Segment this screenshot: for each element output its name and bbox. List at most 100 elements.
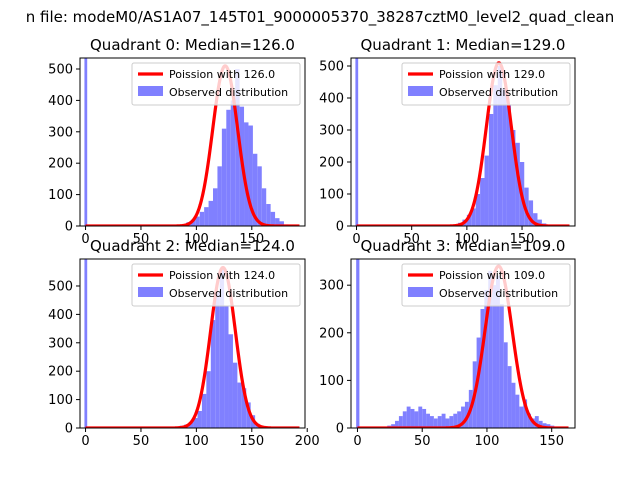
histogram-bar xyxy=(519,407,523,428)
histogram-bar xyxy=(442,414,446,428)
histogram-bar xyxy=(493,85,497,226)
quadrant-panel-3: 0 50 100 150 0 100 200 300 Quadrant 3: Median=10… xyxy=(319,237,575,449)
histogram-bar xyxy=(213,188,217,226)
legend-hist-swatch xyxy=(408,287,433,297)
histogram-bar xyxy=(489,114,493,226)
legend-observed-label: Observed distribution xyxy=(439,287,558,300)
histogram-bar xyxy=(231,100,235,226)
y-tick-label: 400 xyxy=(48,308,73,323)
histogram-bar xyxy=(480,178,484,226)
subplot-title: Quadrant 3: Median=109.0 xyxy=(361,237,566,255)
histogram-bar xyxy=(271,212,275,226)
legend-hist-swatch xyxy=(138,86,163,96)
histogram-bar xyxy=(215,292,219,428)
y-tick-label: 500 xyxy=(319,60,344,75)
legend-hist-swatch xyxy=(408,86,433,96)
histogram-bar xyxy=(418,407,422,428)
quadrant-panel-2: 0 50 100 150 200 0 100 200 300 400 500 Quadrant 2: … xyxy=(48,237,319,449)
legend-observed-label: Observed distribution xyxy=(169,86,288,99)
histogram-bar xyxy=(209,201,213,226)
histogram-bar xyxy=(515,395,519,428)
histogram-bar xyxy=(202,394,206,428)
legend-observed-label: Observed distribution xyxy=(169,287,288,300)
histogram-bar xyxy=(257,166,261,226)
legend-poisson-label: Poission with 126.0 xyxy=(169,68,275,81)
quadrant-panel-0: 0501001500100200300400500Quadrant 0: Med… xyxy=(48,36,305,247)
histogram-bar xyxy=(266,204,270,226)
y-tick-label: 300 xyxy=(319,124,344,139)
y-tick-label: 100 xyxy=(319,374,344,389)
histogram-bar xyxy=(430,416,434,428)
y-tick-label: 100 xyxy=(48,393,73,408)
y-tick-label: 0 xyxy=(65,422,73,437)
x-tick-label: 0 xyxy=(81,434,89,449)
y-tick-label: 0 xyxy=(336,422,344,437)
histogram-bar xyxy=(403,411,407,428)
histogram-bar xyxy=(233,363,237,428)
histogram-bar xyxy=(217,166,221,226)
legend-observed-label: Observed distribution xyxy=(439,86,558,99)
y-tick-label: 200 xyxy=(48,157,73,172)
histogram-bar xyxy=(502,88,506,226)
histogram-bar xyxy=(355,58,358,226)
histogram-bar xyxy=(512,383,516,428)
y-tick-label: 500 xyxy=(48,279,73,294)
y-tick-label: 200 xyxy=(319,156,344,171)
x-tick-label: 50 xyxy=(414,434,431,449)
histogram-bar xyxy=(414,411,418,428)
y-tick-label: 300 xyxy=(48,125,73,140)
histogram-bar xyxy=(84,259,87,428)
y-tick-label: 100 xyxy=(319,188,344,203)
histogram-bar xyxy=(226,110,230,226)
x-tick-label: 100 xyxy=(184,434,209,449)
y-tick-label: 100 xyxy=(48,188,73,203)
histogram-bar xyxy=(399,416,403,428)
histogram-bar xyxy=(492,285,496,428)
legend-hist-swatch xyxy=(138,287,163,297)
y-tick-label: 300 xyxy=(48,336,73,351)
histogram-bar xyxy=(508,366,512,428)
y-tick-label: 400 xyxy=(48,94,73,109)
histogram-bar xyxy=(500,304,504,428)
y-tick-label: 0 xyxy=(65,220,73,235)
y-tick-label: 0 xyxy=(336,220,344,235)
quadrant-panel-1: 0501001500100200300400500Quadrant 1: Med… xyxy=(319,36,575,247)
x-tick-label: 0 xyxy=(352,232,360,247)
y-tick-label: 300 xyxy=(319,279,344,294)
subplot-title: Quadrant 0: Median=126.0 xyxy=(90,36,295,54)
histogram-bar xyxy=(356,259,359,428)
x-tick-label: 0 xyxy=(353,434,361,449)
y-tick-label: 200 xyxy=(319,326,344,341)
y-tick-label: 200 xyxy=(48,365,73,380)
histogram-bar xyxy=(222,129,226,226)
histogram-bar xyxy=(411,409,415,428)
y-tick-label: 400 xyxy=(319,92,344,107)
x-tick-label: 50 xyxy=(133,434,150,449)
legend-poisson-label: Poission with 124.0 xyxy=(169,269,275,282)
histogram-bar xyxy=(84,58,87,226)
figure: 0501001500100200300400500Quadrant 0: Med… xyxy=(0,0,640,480)
histogram-bar xyxy=(407,407,411,428)
histogram-bar xyxy=(438,416,442,428)
histogram-bar xyxy=(229,334,233,428)
histogram-bar xyxy=(237,383,241,428)
histogram-bar xyxy=(504,342,508,428)
histogram-bar xyxy=(204,207,208,226)
histogram-bar xyxy=(485,156,489,226)
x-tick-label: 150 xyxy=(539,434,564,449)
x-tick-label: 0 xyxy=(81,232,89,247)
histogram-bar xyxy=(422,409,426,428)
x-tick-label: 200 xyxy=(295,434,320,449)
histogram-bar xyxy=(200,212,204,226)
y-tick-label: 500 xyxy=(48,62,73,77)
figure-title: n file: modeM0/AS1A07_145T01_9000005370_… xyxy=(26,8,615,27)
x-tick-label: 100 xyxy=(475,434,500,449)
legend-poisson-label: Poission with 109.0 xyxy=(439,269,545,282)
histogram-bar xyxy=(224,306,228,428)
histogram-bar xyxy=(426,414,430,428)
subplot-title: Quadrant 1: Median=129.0 xyxy=(361,36,566,54)
histogram-bar xyxy=(262,188,266,226)
subplot-title: Quadrant 2: Median=124.0 xyxy=(90,237,295,255)
x-tick-label: 150 xyxy=(239,434,264,449)
histogram-bar xyxy=(197,411,201,428)
